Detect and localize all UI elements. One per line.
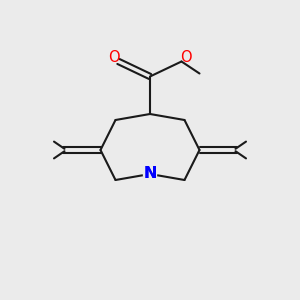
Text: N: N xyxy=(143,167,157,182)
Text: N: N xyxy=(143,167,157,182)
Circle shape xyxy=(143,167,157,181)
Text: O: O xyxy=(180,50,192,65)
Text: O: O xyxy=(108,50,120,65)
